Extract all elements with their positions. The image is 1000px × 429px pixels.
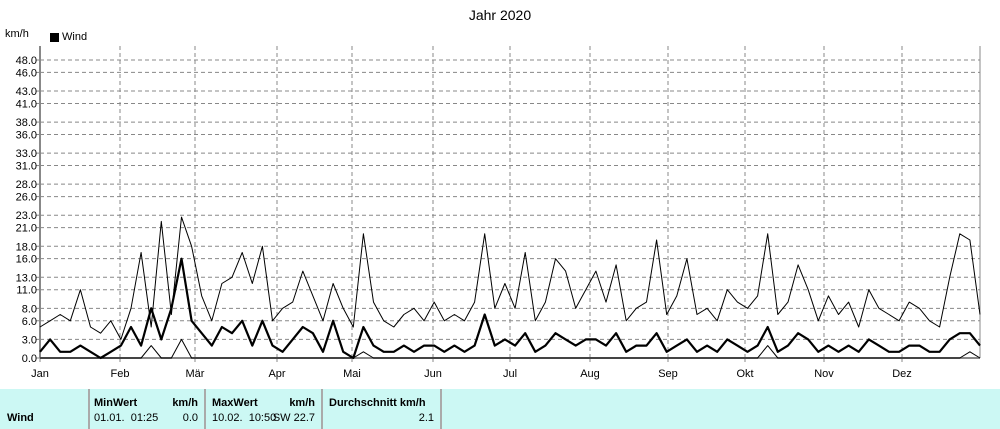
x-tick-label: Okt — [736, 368, 753, 380]
y-tick-label: 43.0 — [16, 86, 37, 98]
y-tick-label: 23.0 — [16, 210, 37, 222]
max-unit: km/h — [289, 397, 315, 409]
series-line-1 — [39, 257, 981, 360]
y-tick-label: 0.0 — [22, 353, 37, 365]
y-tick-label: 28.0 — [16, 179, 37, 191]
y-tick-label: 33.0 — [16, 148, 37, 160]
legend-label: Wind — [62, 31, 88, 43]
chart: 0.0 3.0 6.08.0 11.013.0 16.018.0 21.023.0 26.0… — [16, 46, 981, 380]
min-header: MinWert — [94, 397, 138, 409]
x-tick-label: Mai — [343, 368, 361, 380]
x-tick-label: Aug — [580, 368, 600, 380]
x-tick-label: Sep — [658, 368, 678, 380]
y-tick-label: 36.0 — [16, 130, 37, 142]
stats-label-cell: Wind — [0, 389, 90, 429]
y-tick-label: 31.0 — [16, 161, 37, 173]
x-tick-label: Apr — [268, 368, 285, 380]
y-tick-label: 21.0 — [16, 223, 37, 235]
stats-avg-cell: Durchschnitt km/h 2.1 — [323, 389, 442, 429]
x-tick-label: Jan — [31, 368, 49, 380]
x-tick-label: Nov — [814, 368, 834, 380]
min-value: 0.0 — [182, 412, 198, 424]
max-header: MaxWert — [212, 397, 258, 409]
y-tick-label: 16.0 — [16, 254, 37, 266]
y-tick-label: 11.0 — [16, 285, 37, 297]
x-tick-label: Mär — [186, 368, 205, 380]
legend-swatch — [50, 32, 59, 42]
stats-max-cell: MaxWert km/h 10.02. 10:50 SW 22.7 — [206, 389, 323, 429]
chart-title: Jahr 2020 — [468, 7, 532, 23]
y-tick-label: 26.0 — [16, 192, 37, 204]
y-tick-label: 3.0 — [22, 334, 37, 346]
max-date: 10.02. 10:50 — [212, 412, 277, 424]
stats-row-label: Wind — [7, 412, 34, 424]
avg-value: 2.1 — [418, 412, 434, 424]
y-tick-label: 13.0 — [16, 272, 37, 284]
y-tick-label: 8.0 — [22, 303, 37, 315]
y-tick-label: 41.0 — [16, 98, 37, 110]
y-tick-label: 18.0 — [16, 241, 37, 253]
y-axis-unit: km/h — [5, 28, 29, 40]
x-tick-label: Dez — [892, 368, 912, 380]
stats-table: Wind MinWert km/h 01.01. 01:25 0.0 MaxWe… — [0, 389, 1000, 429]
y-tick-label: 38.0 — [16, 117, 37, 129]
x-tick-label: Jun — [424, 368, 442, 380]
y-tick-label: 46.0 — [16, 67, 37, 79]
y-tick-label: 6.0 — [22, 316, 37, 328]
legend: Wind — [50, 31, 87, 43]
series-line-0 — [39, 216, 981, 340]
avg-header: Durchschnitt km/h — [329, 397, 426, 409]
x-tick-label: Feb — [111, 368, 130, 380]
series-line-2 — [40, 338, 981, 359]
max-value: SW 22.7 — [272, 412, 315, 424]
x-tick-label: Jul — [503, 368, 517, 380]
min-date: 01.01. 01:25 — [94, 412, 159, 424]
y-tick-label: 48.0 — [16, 55, 37, 67]
min-unit: km/h — [172, 397, 198, 409]
stats-min-cell: MinWert km/h 01.01. 01:25 0.0 — [90, 389, 206, 429]
